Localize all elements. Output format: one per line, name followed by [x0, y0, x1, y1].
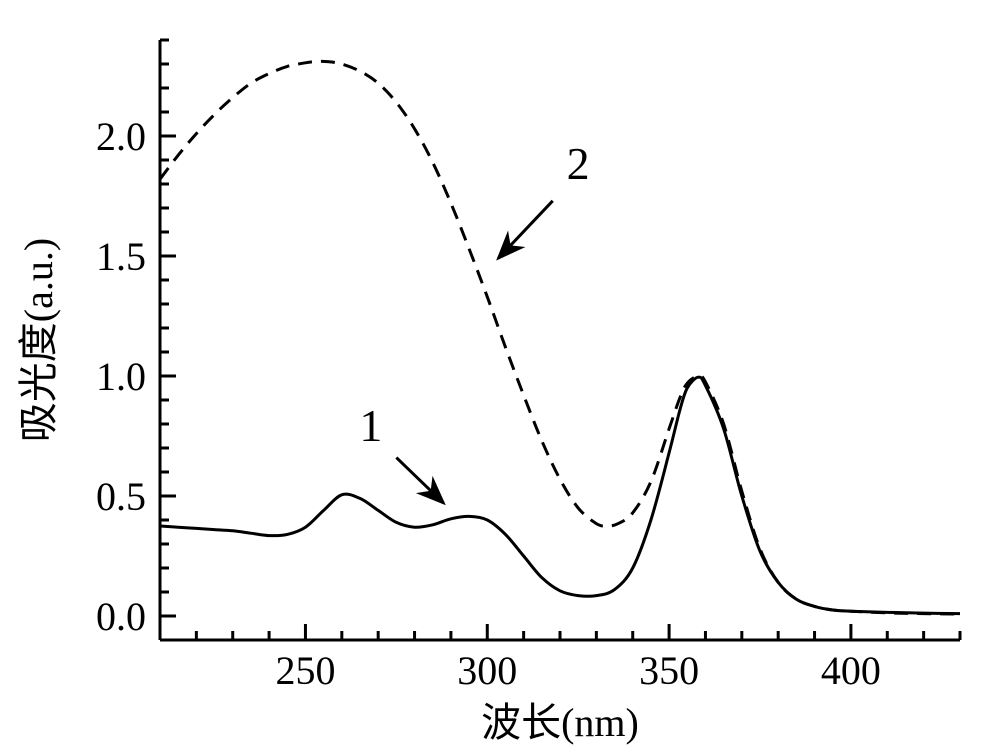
- label-2-arrow: [498, 201, 553, 259]
- y-tick-label: 0.0: [96, 594, 146, 639]
- label-2: 2: [567, 138, 590, 189]
- x-tick-label: 350: [639, 648, 699, 693]
- y-tick-label: 1.5: [96, 234, 146, 279]
- x-tick-label: 250: [275, 648, 335, 693]
- x-tick-label: 400: [821, 648, 881, 693]
- curve-1: [160, 377, 960, 614]
- y-axis-label: 吸光度(a.u.): [16, 238, 61, 442]
- label-1: 1: [359, 400, 382, 451]
- y-tick-label: 2.0: [96, 114, 146, 159]
- x-axis-label: 波长(nm): [481, 700, 639, 745]
- label-1-arrow: [396, 458, 443, 504]
- y-tick-label: 1.0: [96, 354, 146, 399]
- x-tick-label: 300: [457, 648, 517, 693]
- chart-svg: 250 300 350 400 0.0 0.5 1.0 1.5 2.0 波长(nm) 吸光度(a.u…: [0, 0, 1000, 754]
- chart-container: 250 300 350 400 0.0 0.5 1.0 1.5 2.0 波长(nm) 吸光度(a.u…: [0, 0, 1000, 754]
- y-tick-label: 0.5: [96, 474, 146, 519]
- curve-2: [160, 61, 960, 614]
